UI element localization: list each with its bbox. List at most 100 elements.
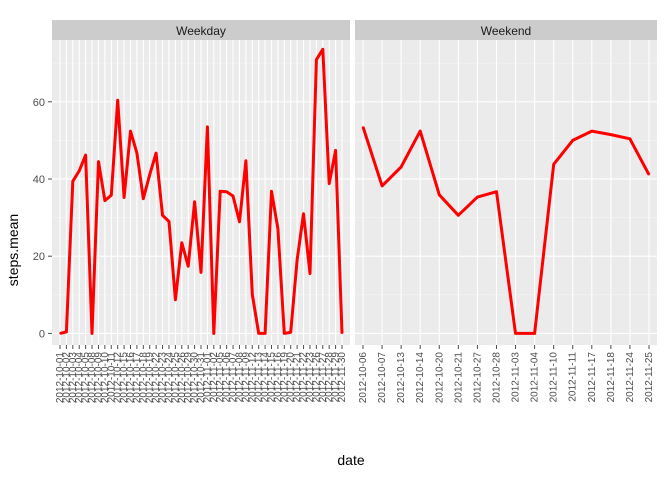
x-tick-label: 2012-11-25 bbox=[644, 352, 655, 403]
x-tick-label: 2012-10-02 bbox=[61, 352, 72, 404]
x-tick-label: 2012-11-28 bbox=[324, 352, 335, 403]
x-tick-label: 2012-10-17 bbox=[132, 352, 143, 404]
x-tick-label: 2012-11-08 bbox=[234, 352, 245, 403]
x-tick-label: 2012-10-03 bbox=[68, 352, 79, 404]
x-tick-label: 2012-11-19 bbox=[279, 352, 290, 403]
x-tick-label: 2012-10-11 bbox=[106, 352, 117, 403]
data-point bbox=[193, 200, 196, 203]
data-point bbox=[552, 163, 555, 166]
data-point bbox=[104, 199, 106, 202]
x-tick-label: 2012-11-23 bbox=[305, 352, 316, 403]
x-tick-label: 2012-11-26 bbox=[311, 352, 322, 403]
data-point bbox=[174, 299, 177, 301]
x-tick-label: 2012-11-29 bbox=[331, 352, 342, 403]
x-tick-label: 2012-10-05 bbox=[81, 352, 92, 404]
x-tick-label: 2012-11-16 bbox=[273, 352, 284, 403]
data-point bbox=[245, 160, 247, 162]
x-tick-label: 2012-11-27 bbox=[318, 352, 329, 403]
data-point bbox=[129, 130, 132, 132]
x-tick-label: 2012-11-06 bbox=[222, 352, 233, 403]
x-tick-label: 2012-10-01 bbox=[55, 352, 66, 404]
panel-weekend: Weekend 2012-10-06 2012-10-07 2012-10-13 201… bbox=[355, 20, 657, 403]
series-line bbox=[361, 126, 651, 335]
x-tick-label: 2012-10-06 bbox=[358, 352, 369, 404]
x-tick-label: 2012-10-18 bbox=[138, 352, 149, 404]
panel-title: Weekend bbox=[481, 24, 531, 38]
data-point bbox=[648, 173, 650, 176]
data-point bbox=[533, 332, 536, 335]
data-point bbox=[381, 185, 383, 187]
x-tick-label: 2012-11-17 bbox=[587, 352, 598, 403]
x-tick-label: 2012-10-13 bbox=[396, 352, 407, 404]
panel-strip bbox=[355, 20, 657, 40]
x-tick-label: 2012-11-15 bbox=[267, 352, 278, 403]
data-point bbox=[84, 154, 87, 156]
y-tick-label: 0 bbox=[39, 328, 45, 340]
x-tick-label: 2012-10-28 bbox=[491, 352, 502, 404]
x-tick-label: 2012-11-24 bbox=[625, 352, 636, 403]
data-point bbox=[419, 130, 422, 132]
data-point bbox=[206, 126, 209, 128]
data-point bbox=[123, 196, 125, 199]
y-tick-label: 20 bbox=[33, 251, 45, 263]
x-tick-label: 2012-11-02 bbox=[209, 352, 220, 403]
data-point bbox=[65, 331, 68, 333]
data-point bbox=[78, 170, 81, 172]
x-axis-label: date bbox=[337, 452, 364, 468]
x-tick-label: 2012-10-29 bbox=[183, 352, 194, 404]
panels-layer: Weekday2012-10-012012-10-022012-10-03201… bbox=[52, 20, 657, 403]
x-tick-label: 2012-10-12 bbox=[113, 352, 124, 404]
data-point bbox=[136, 152, 138, 154]
x-tick-label: 2012-11-01 bbox=[202, 352, 213, 403]
x-tick-label: 2012-10-22 bbox=[151, 352, 162, 404]
x-tick-label: 2012-10-30 bbox=[190, 352, 201, 404]
data-point bbox=[180, 241, 183, 244]
data-point bbox=[161, 214, 164, 217]
x-tick-label: 2012-10-10 bbox=[100, 352, 111, 404]
data-point bbox=[629, 138, 631, 140]
x-tick-label: 2012-11-21 bbox=[292, 352, 303, 403]
data-point bbox=[110, 194, 113, 197]
data-point bbox=[315, 58, 318, 61]
x-tick-label: 2012-11-22 bbox=[299, 352, 310, 403]
data-point bbox=[571, 139, 574, 142]
x-tick-label: 2012-10-15 bbox=[119, 352, 130, 404]
x-tick-label: 2012-10-26 bbox=[177, 352, 188, 404]
data-point bbox=[321, 48, 324, 51]
data-point bbox=[591, 130, 593, 132]
data-point bbox=[289, 331, 292, 334]
data-point bbox=[238, 221, 241, 223]
x-tick-label: 2012-10-31 bbox=[196, 352, 207, 404]
x-tick-label: 2012-11-13 bbox=[254, 352, 265, 403]
data-point bbox=[155, 152, 157, 154]
x-tick-label: 2012-10-23 bbox=[158, 352, 169, 404]
data-point bbox=[457, 214, 460, 217]
data-point bbox=[362, 126, 364, 128]
x-tick-label: 2012-10-25 bbox=[170, 352, 181, 404]
x-tick-label: 2012-11-12 bbox=[247, 352, 258, 403]
data-point bbox=[270, 190, 273, 193]
panel-strip bbox=[52, 20, 350, 40]
x-tick-label: 2012-10-04 bbox=[74, 352, 85, 404]
x-tick-label: 2012-11-04 bbox=[530, 352, 541, 403]
data-point bbox=[302, 212, 305, 215]
x-tick-label: 2012-10-07 bbox=[377, 352, 388, 404]
data-point bbox=[251, 293, 254, 296]
data-point bbox=[200, 271, 202, 274]
data-point bbox=[476, 196, 479, 198]
data-point bbox=[72, 180, 74, 183]
x-tick-label: 2012-10-19 bbox=[145, 352, 156, 404]
x-tick-label: 2012-11-14 bbox=[260, 352, 271, 403]
panel-weekday: Weekday2012-10-012012-10-022012-10-03201… bbox=[52, 20, 350, 403]
data-point bbox=[225, 190, 228, 193]
data-point bbox=[296, 259, 298, 261]
data-point bbox=[232, 195, 234, 197]
data-point bbox=[116, 99, 119, 102]
panel-background bbox=[355, 40, 657, 345]
x-tick-label: 2012-10-09 bbox=[93, 352, 104, 404]
data-point bbox=[341, 332, 343, 335]
x-tick-label: 2012-10-21 bbox=[453, 352, 464, 404]
data-point bbox=[59, 332, 61, 335]
